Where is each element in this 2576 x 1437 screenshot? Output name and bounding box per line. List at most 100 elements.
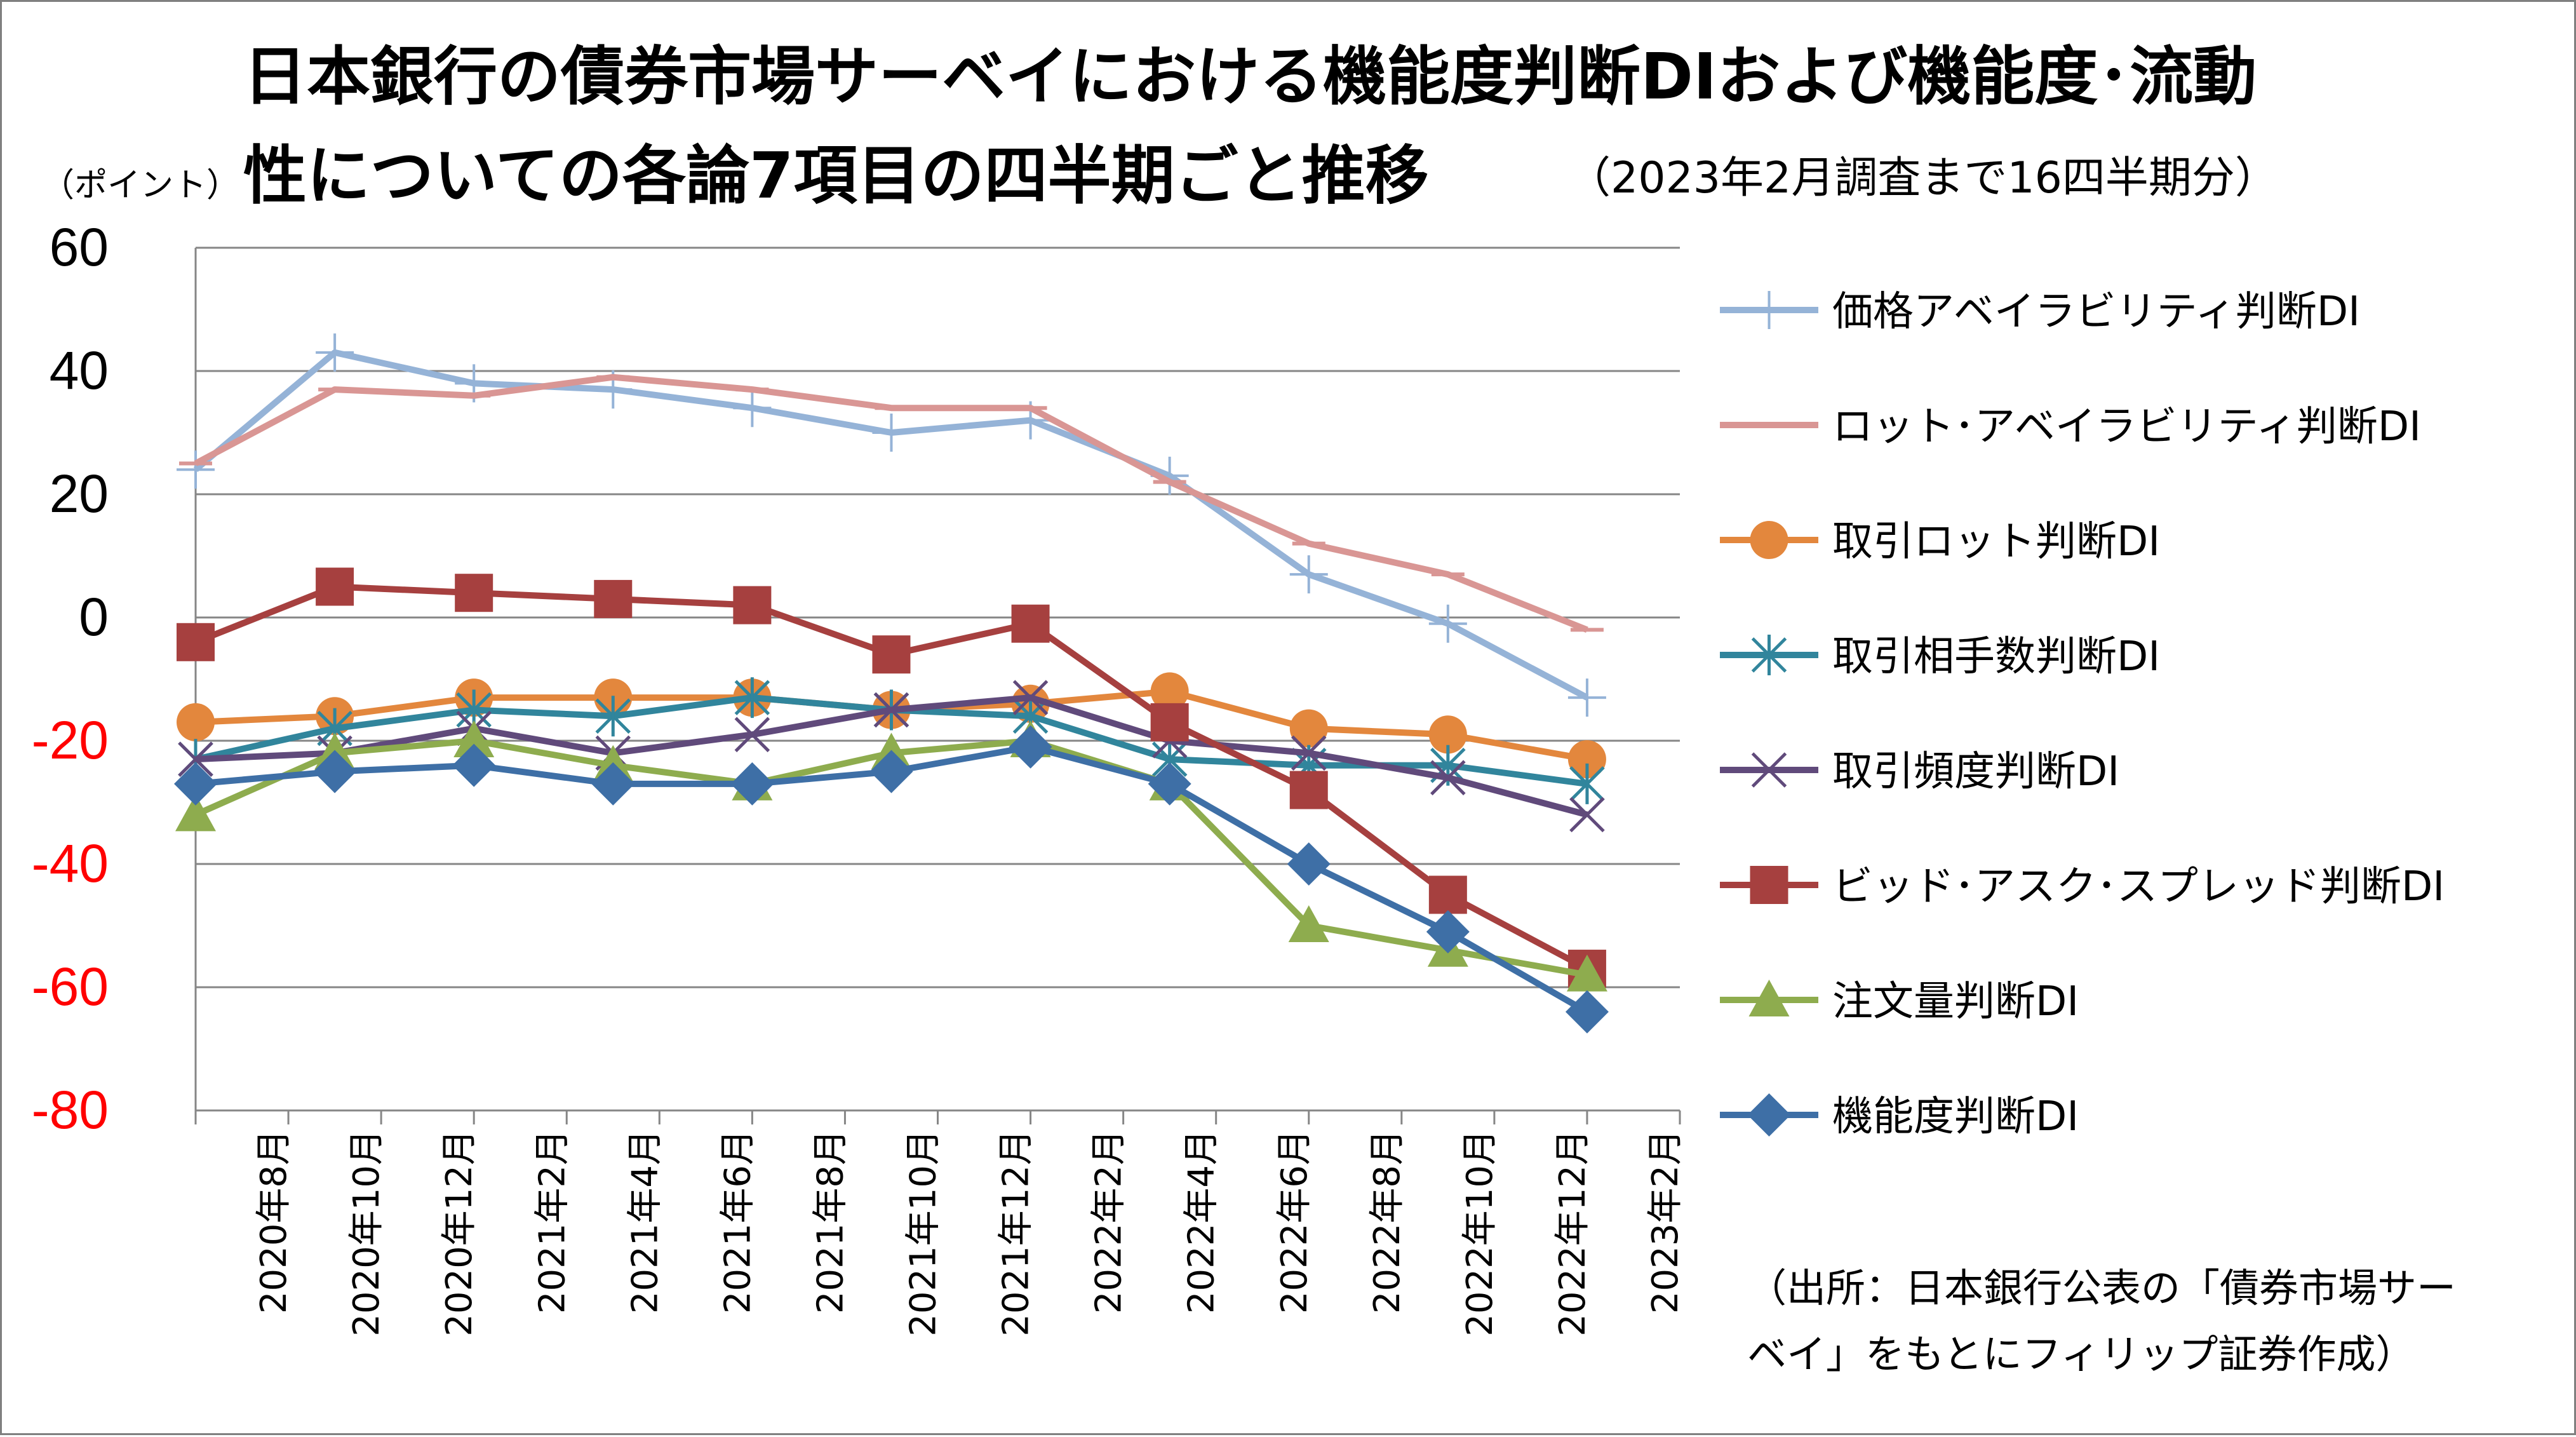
data-point <box>1565 990 1609 1034</box>
legend-item: 機能度判断DI <box>1720 1093 2079 1140</box>
legend-label: ロット･アベイラビリティ判断DI <box>1832 403 2421 450</box>
data-point <box>872 635 911 674</box>
data-point-stroke <box>873 692 909 728</box>
data-point <box>1428 715 1467 754</box>
legend-label: 取引頻度判断DI <box>1832 748 2119 795</box>
y-tick-label: -80 <box>32 1080 109 1140</box>
data-point <box>869 750 913 793</box>
x-tick-label: 2023年2月 <box>1645 1130 1686 1314</box>
gridlines <box>196 246 1680 1112</box>
data-point <box>872 414 911 452</box>
data-point <box>1748 980 1790 1016</box>
legend-item: 取引ロット判断DI <box>1720 518 2160 565</box>
data-point <box>1569 797 1605 833</box>
legend-item: 注文量判断DI <box>1720 978 2079 1025</box>
data-point-stroke <box>178 741 213 777</box>
data-point <box>316 567 354 606</box>
data-point <box>1289 555 1328 594</box>
x-tick-labels: 2020年8月 2020年10月 2020年12月 2021年2月 2021年4月 202… <box>253 1130 1686 1337</box>
chart-title-line1: 日本銀行の債券市場サーベイにおける機能度判断DIおよび機能度･流動 <box>243 39 2257 114</box>
legend-label: 取引相手数判断DI <box>1832 633 2160 680</box>
x-tick-label: 2021年8月 <box>810 1130 851 1314</box>
x-tick-label: 2022年8月 <box>1367 1130 1408 1314</box>
x-tick-label: 2021年4月 <box>624 1130 666 1314</box>
data-point <box>175 794 216 832</box>
data-point-stroke <box>1569 797 1605 833</box>
data-point <box>1012 680 1049 715</box>
data-point <box>734 717 770 753</box>
data-point <box>177 623 215 661</box>
x-tick-label: 2022年2月 <box>1089 1130 1130 1314</box>
data-point <box>873 692 909 728</box>
data-point <box>1750 866 1788 904</box>
y-tick-labels: 60 40 20 0 -20 -40 -60 -80 <box>32 217 109 1140</box>
data-point <box>734 677 770 718</box>
data-point <box>1430 760 1466 795</box>
data-point <box>177 450 215 489</box>
data-point <box>1289 771 1328 809</box>
data-point <box>1426 910 1470 954</box>
data-point-stroke <box>734 717 770 753</box>
data-point <box>1288 905 1329 942</box>
x-tick-label: 2022年10月 <box>1459 1130 1501 1337</box>
data-point <box>177 703 215 741</box>
data-point <box>453 720 495 757</box>
data-point <box>730 762 774 806</box>
data-point <box>313 750 357 793</box>
data-point <box>595 696 631 737</box>
data-point <box>1291 735 1327 771</box>
data-point <box>174 762 217 806</box>
data-point <box>1150 703 1189 741</box>
data-point <box>1287 842 1331 886</box>
y-tick-label: 20 <box>50 464 109 523</box>
series-6 <box>177 567 1606 988</box>
chart-subtitle: （2023年2月調査まで16四半期分） <box>1567 153 2278 203</box>
data-point <box>452 743 496 787</box>
x-tick-label: 2021年10月 <box>903 1130 944 1337</box>
legend-label: 価格アベイラビリティ判断DI <box>1832 288 2360 335</box>
legend-item: ビッド･アスク･スプレッド判断DI <box>1720 863 2445 910</box>
x-tick-label: 2021年12月 <box>996 1130 1037 1337</box>
source-note-line1: （出所：日本銀行公表の「債券市場サー <box>1747 1265 2456 1311</box>
data-point <box>1428 875 1467 914</box>
y-axis-unit-label: （ポイント） <box>41 166 239 205</box>
series-8 <box>174 725 1609 1034</box>
data-point <box>1569 763 1605 804</box>
data-point <box>1148 762 1191 806</box>
data-point <box>1150 672 1189 711</box>
series-1 <box>177 333 1606 717</box>
legend-label: 機能度判断DI <box>1832 1093 2079 1140</box>
data-point <box>591 762 635 806</box>
data-point <box>1428 604 1467 643</box>
legend-label: 注文量判断DI <box>1832 978 2079 1025</box>
y-tick-label: -20 <box>32 710 109 770</box>
data-point <box>455 574 493 612</box>
x-tick-label: 2020年10月 <box>346 1130 387 1337</box>
legend-item: 取引相手数判断DI <box>1720 633 2160 680</box>
data-point-stroke <box>1430 760 1466 795</box>
data-point-stroke <box>1751 752 1787 788</box>
data-point <box>316 333 354 372</box>
y-tick-label: 0 <box>79 587 109 647</box>
data-point <box>1750 521 1788 559</box>
x-tick-label: 2021年6月 <box>717 1130 758 1314</box>
data-point <box>1567 678 1606 717</box>
legend-label: 取引ロット判断DI <box>1832 518 2160 565</box>
y-tick-label: 60 <box>50 217 109 277</box>
chart-title-line2: 性についての各論7項目の四半期ごと推移 <box>243 138 1429 213</box>
legend-item: 価格アベイラビリティ判断DI <box>1720 288 2360 335</box>
x-tick-label: 2020年8月 <box>253 1130 295 1314</box>
data-point <box>594 579 633 618</box>
y-tick-label: -40 <box>32 833 109 893</box>
x-tick-label: 2022年12月 <box>1552 1130 1593 1337</box>
legend-label: ビッド･アスク･スプレッド判断DI <box>1832 863 2445 910</box>
legend-item: 取引頻度判断DI <box>1720 748 2119 795</box>
data-point <box>1747 1093 1791 1137</box>
x-tick-label: 2022年4月 <box>1181 1130 1223 1314</box>
source-note-line2: ベイ」をもとにフィリップ証券作成） <box>1747 1331 2415 1377</box>
legend-item: ロット･アベイラビリティ判断DI <box>1720 403 2421 450</box>
legend: 価格アベイラビリティ判断DI ロット･アベイラビリティ判断DI 取引ロット判断DI 取… <box>1720 288 2445 1140</box>
data-point <box>178 741 213 777</box>
data-point <box>1566 954 1607 992</box>
